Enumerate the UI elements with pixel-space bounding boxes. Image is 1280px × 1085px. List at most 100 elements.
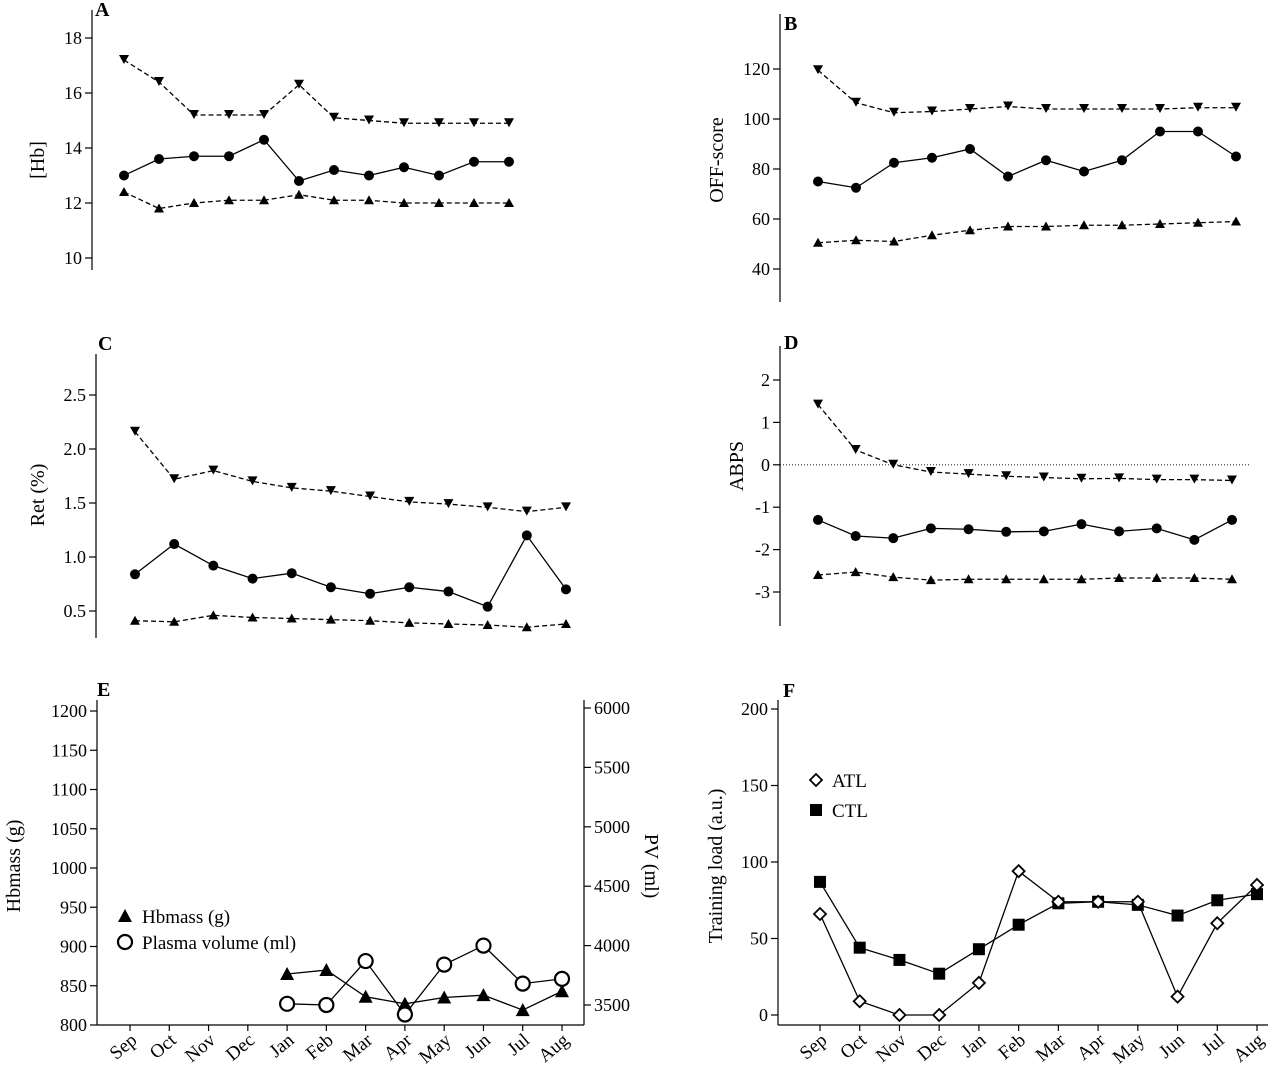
panel-C-y-tick-label: 2.5: [64, 385, 87, 405]
panel-D-y-tick-label: -3: [755, 582, 770, 602]
panel-E-y-tick-label: 1200: [51, 701, 87, 721]
panel-E-y2-axis-label: PV (ml): [640, 834, 662, 899]
panel-F-month-label: Jan: [957, 1029, 990, 1062]
panel-F-month-label: Mar: [1032, 1029, 1070, 1066]
panel-D-lower-limit-point: [1076, 574, 1087, 584]
panel-A-lower-limit-point: [119, 187, 129, 196]
panel-D-lower-limit-point: [1038, 574, 1049, 584]
panel-D-upper-limit-point: [1151, 474, 1162, 484]
panel-E-plasma-volume-point: [436, 956, 453, 973]
panel-F-y-tick-label: 0: [759, 1005, 768, 1025]
panel-F-ctl-point: [814, 875, 826, 888]
panel-C-lower-limit-point: [365, 615, 376, 625]
panel-C-lower-limit-point: [561, 618, 571, 628]
panel-B-letter: B: [784, 13, 797, 35]
panel-C-upper-limit-point: [443, 499, 454, 509]
panel-B-lower-limit-point: [1117, 220, 1127, 230]
panel-A-measured-line: [123, 138, 509, 182]
panel-E-hbmass-point: [555, 984, 569, 998]
panel-D-measured-point: [1151, 523, 1162, 534]
panel-D-y-tick-label: 0: [761, 455, 770, 475]
panel-B-measured-point: [1231, 151, 1241, 162]
panel-C-measured-point: [208, 560, 219, 571]
panel-A-lower-limit-point: [154, 203, 164, 213]
panel-E-month-label: Aug: [535, 1029, 574, 1066]
panel-C-lower-limit-point: [169, 616, 180, 626]
panel-B-upper-limit-line: [817, 69, 1236, 114]
panel-E-hbmass-point: [358, 989, 373, 1003]
panel-E-plasma-volume-point: [396, 1006, 414, 1023]
panel-F-atl-point: [1249, 877, 1265, 893]
panel-E-hbmass-point: [319, 963, 334, 977]
panel-D-upper-limit-point: [1114, 473, 1125, 483]
panel-E-month-label: May: [415, 1029, 456, 1068]
panel-A-y-axis-label: [Hb]: [27, 141, 49, 179]
panel-A-measured-point: [504, 156, 514, 167]
panel-C-measured-point: [247, 573, 258, 584]
panel-A-measured-point: [329, 165, 339, 175]
panel-E-plasma-volume-point: [278, 995, 296, 1012]
panel-D-upper-limit-point: [963, 469, 974, 479]
panel-A-upper-limit-point: [259, 110, 269, 119]
panel-A-y-tick-label: 10: [64, 248, 82, 268]
panel-B-measured-point: [813, 176, 823, 187]
panel-F-atl-point: [1130, 894, 1146, 910]
panel-E-hbmass-point: [397, 996, 412, 1010]
panel-B-lower-limit-point: [851, 235, 861, 245]
panel-F-month-label: Nov: [872, 1029, 911, 1066]
panel-B-measured-point: [1117, 155, 1127, 166]
panel-F-ctl-point: [893, 953, 906, 966]
panel-D-upper-limit-point: [888, 459, 899, 469]
panel-D-lower-limit-point: [963, 574, 974, 584]
panel-E-y2-tick-label: 3500: [594, 995, 630, 1015]
panel-A-upper-limit-point: [154, 77, 164, 86]
panel-C-lower-limit-point: [443, 618, 454, 628]
panel-C-y-tick-label: 1.5: [64, 493, 87, 513]
panel-F-month-label: Oct: [836, 1029, 871, 1063]
panel-D-upper-limit-point: [1076, 473, 1087, 483]
panel-A-lower-limit-point: [189, 198, 199, 207]
panel-B-measured-point: [1003, 171, 1013, 182]
panel-C-upper-limit-point: [482, 502, 493, 512]
panel-B-measured-point: [889, 157, 899, 168]
legend-hbmass-label: Hbmass (g): [142, 907, 230, 928]
panel-D-y-tick-label: 1: [761, 412, 770, 432]
panel-E-plasma-volume-point: [318, 996, 335, 1014]
panel-D-y-tick-label: -2: [755, 540, 770, 560]
panel-D-upper-limit-point: [1001, 471, 1012, 481]
panel-E-month-label: Jan: [265, 1029, 298, 1062]
panel-E-y-tick-label: 950: [60, 897, 87, 917]
panel-B-y-tick-label: 80: [752, 159, 770, 179]
panel-E-month-label: Nov: [181, 1029, 220, 1066]
panel-F-month-label: Dec: [913, 1030, 950, 1066]
panel-B-upper-limit-point: [889, 107, 899, 117]
panel-F-atl-point: [1011, 863, 1026, 879]
panel-E-hbmass-line: [287, 969, 563, 1011]
panel-D-measured-point: [925, 523, 936, 534]
panel-F-y-axis-label: Training load (a.u.): [705, 789, 727, 944]
panel-C-upper-limit-point: [561, 502, 571, 512]
panel-A-lower-limit-point: [224, 195, 234, 205]
panel-B-y-tick-label: 60: [752, 209, 770, 229]
panel-D-measured-point: [1038, 526, 1049, 537]
panel-A-measured-point: [364, 170, 374, 181]
panel-C-upper-limit-point: [208, 465, 219, 475]
panel-A-upper-limit-point: [119, 55, 129, 64]
panel-C-upper-limit-point: [169, 474, 180, 484]
panel-C-y-tick-label: 2.0: [64, 439, 87, 459]
panel-D-lower-limit-point: [850, 567, 861, 577]
panel-C-measured-point: [130, 569, 140, 580]
panel-D-measured-point: [1189, 534, 1200, 545]
panel-D-measured-line: [817, 519, 1233, 541]
panel-D-lower-limit-point: [1227, 574, 1237, 584]
panel-E-plasma-volume-line: [287, 944, 563, 1016]
panel-B-upper-limit-point: [1117, 104, 1127, 113]
panel-D-upper-limit-point: [1227, 475, 1237, 485]
panel-C-lower-limit-point: [286, 613, 297, 623]
panel-F-y-tick-label: 50: [750, 929, 768, 949]
panel-F-y-tick-label: 200: [741, 699, 768, 719]
panel-E-y2-tick-label: 5000: [594, 817, 630, 837]
panel-E-plasma-volume-point: [553, 970, 571, 987]
panel-D-measured-point: [1114, 526, 1125, 537]
